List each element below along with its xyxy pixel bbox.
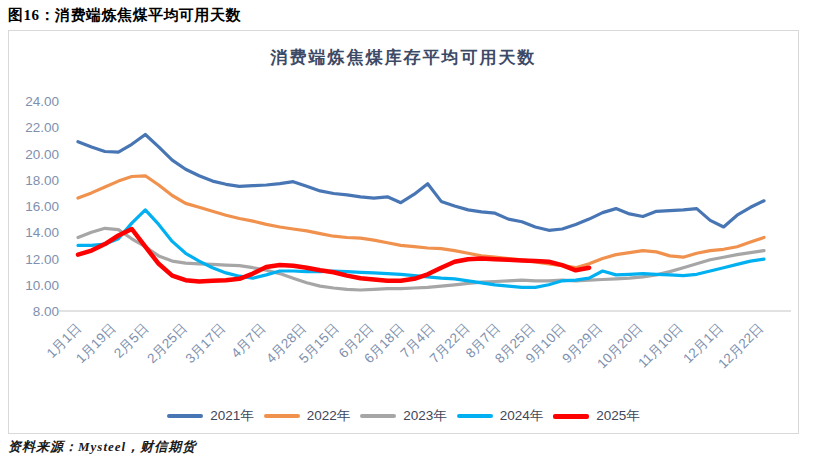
- chart-title: 消费端炼焦煤库存平均可用天数: [9, 31, 798, 73]
- legend-item-2023年: 2023年: [360, 407, 447, 425]
- legend-label: 2022年: [307, 407, 351, 425]
- legend-swatch-2024年: [457, 414, 493, 418]
- legend-label: 2024年: [500, 407, 544, 425]
- legend-swatch-2021年: [167, 414, 203, 418]
- y-tick-label: 22.00: [25, 120, 59, 135]
- figure-caption: 图16：消费端炼焦煤平均可用天数: [8, 6, 241, 25]
- y-tick-label: 20.00: [25, 147, 59, 162]
- legend-item-2021年: 2021年: [167, 407, 254, 425]
- y-tick-label: 14.00: [25, 225, 59, 240]
- legend-swatch-2025年: [553, 414, 589, 419]
- x-tick-label: 2月25日: [144, 321, 190, 367]
- legend-item-2022年: 2022年: [264, 407, 351, 425]
- x-tick-label: 4月7日: [228, 321, 268, 361]
- legend-swatch-2022年: [264, 414, 300, 418]
- y-tick-label: 18.00: [25, 173, 59, 188]
- series-line-2021年: [78, 135, 764, 231]
- y-tick-label: 10.00: [25, 278, 59, 293]
- x-tick-label: 11月10日: [635, 321, 685, 371]
- legend-item-2024年: 2024年: [457, 407, 544, 425]
- line-chart-canvas: 24.00 22.00 20.00 18.00 16.00 14.00 12.00 10.00…: [9, 89, 798, 407]
- y-tick-label: 8.00: [33, 304, 59, 319]
- y-tick-label: 16.00: [25, 199, 59, 214]
- x-tick-label: 10月20日: [594, 321, 645, 372]
- chart-legend: 2021年 2022年 2023年 2024年 2025年: [9, 407, 798, 425]
- x-tick-label: 12月22日: [715, 321, 766, 372]
- y-tick-label: 12.00: [25, 252, 59, 267]
- report-page: 图16：消费端炼焦煤平均可用天数 消费端炼焦煤库存平均可用天数 24.00 22.…: [0, 0, 815, 461]
- x-tick-label: 3月17日: [183, 321, 229, 367]
- legend-label: 2023年: [403, 407, 447, 425]
- legend-swatch-2023年: [360, 414, 396, 418]
- legend-item-2025年: 2025年: [553, 407, 640, 425]
- legend-label: 2021年: [210, 407, 254, 425]
- legend-label: 2025年: [596, 407, 640, 425]
- chart-container: 消费端炼焦煤库存平均可用天数 24.00 22.00 20.00 18.00 16.00…: [8, 30, 799, 434]
- source-note: 资料来源：Mysteel，财信期货: [8, 438, 196, 456]
- y-tick-label: 24.00: [25, 94, 59, 109]
